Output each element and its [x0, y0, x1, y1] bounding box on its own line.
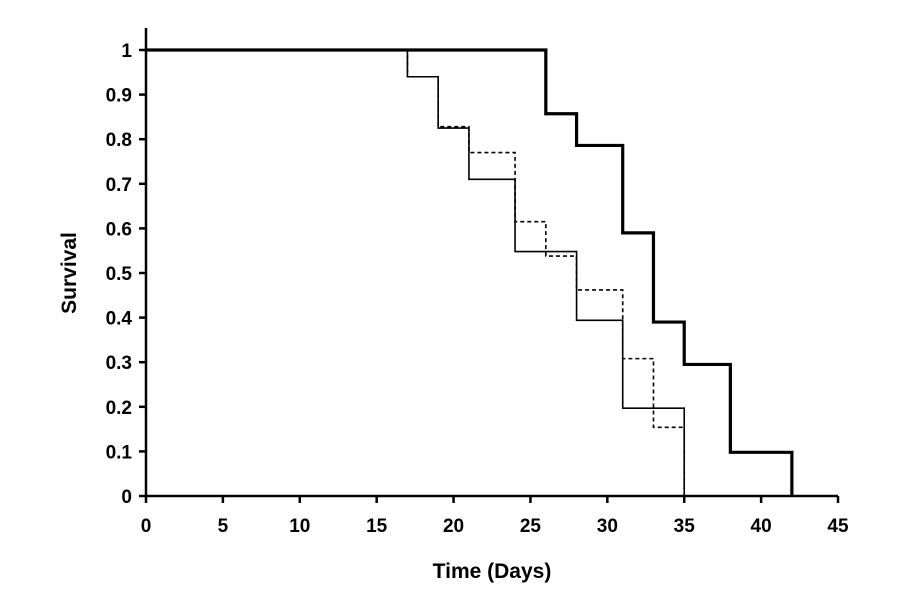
x-tick-label: 25 — [520, 516, 542, 537]
y-ticks: 0 0.1 0.2 0.3 0.4 0.5 0.6 0.7 0.8 0.9 1 — [106, 41, 146, 508]
y-tick-label: 0.9 — [106, 86, 132, 107]
x-tick-label: 10 — [289, 516, 310, 537]
y-tick-label: 0.6 — [106, 219, 132, 240]
series-layer — [146, 48, 794, 496]
x-tick-label: 15 — [366, 516, 388, 537]
x-tick-label: 35 — [674, 516, 696, 537]
y-axis-title: Survival — [58, 232, 81, 314]
survival-curve-thin-solid — [146, 49, 686, 496]
y-tick-label: 1 — [121, 41, 132, 62]
x-tick-label: 20 — [443, 516, 464, 537]
survival-curve-thick-solid — [146, 48, 794, 496]
x-tick-label: 0 — [141, 516, 152, 537]
survival-curve-dotted — [146, 49, 686, 496]
x-tick-label: 30 — [597, 516, 618, 537]
y-tick-label: 0.2 — [106, 398, 132, 419]
y-tick-label: 0.4 — [106, 309, 133, 330]
x-tick-label: 45 — [827, 516, 849, 537]
x-tick-label: 40 — [751, 516, 772, 537]
y-tick-label: 0.7 — [106, 175, 132, 196]
y-tick-label: 0.5 — [106, 264, 133, 285]
y-tick-label: 0.3 — [106, 353, 132, 374]
y-tick-label: 0.8 — [106, 130, 132, 151]
y-tick-label: 0 — [121, 487, 132, 508]
x-axis-title: Time (Days) — [433, 560, 552, 583]
x-tick-label: 5 — [218, 516, 229, 537]
x-ticks: 0 5 10 15 20 25 30 35 40 45 — [141, 496, 849, 537]
y-tick-label: 0.1 — [106, 442, 133, 463]
axes — [144, 28, 838, 498]
